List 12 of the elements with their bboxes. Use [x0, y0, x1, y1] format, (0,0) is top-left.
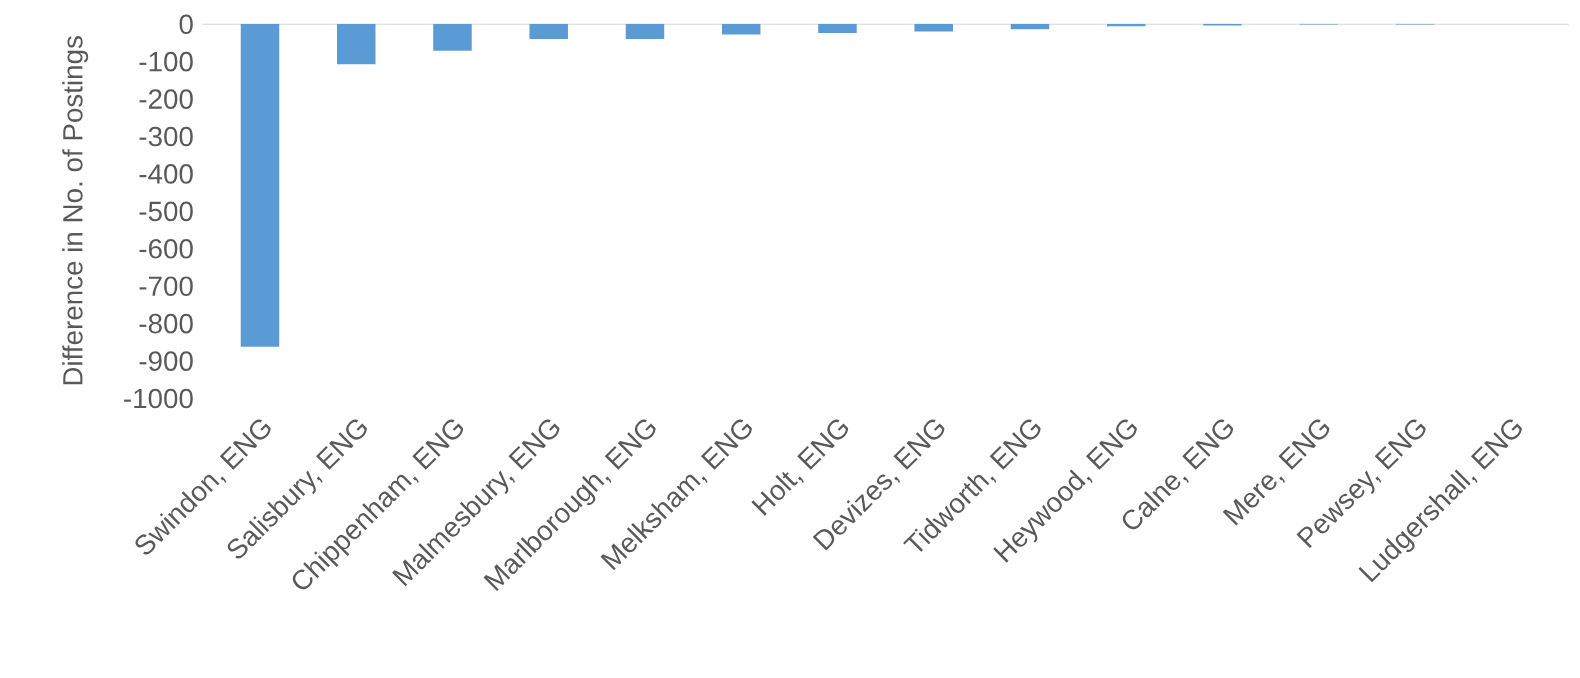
- y-tick-label: -600: [139, 238, 193, 259]
- y-tick-label: -400: [139, 164, 193, 184]
- y-tick-label: -300: [139, 126, 193, 147]
- y-tick-label: -900: [139, 351, 193, 371]
- y-tick-label: 0: [179, 14, 193, 35]
- y-tick-label: -800: [139, 313, 193, 334]
- y-tick-label: -100: [139, 51, 193, 72]
- y-tick-label: -1000: [124, 388, 193, 409]
- y-axis-title: Difference in No. of Postings: [62, 36, 89, 385]
- y-tick-label: -200: [139, 89, 193, 109]
- y-tick-label: -500: [139, 201, 193, 222]
- y-tick-label: -700: [139, 276, 193, 297]
